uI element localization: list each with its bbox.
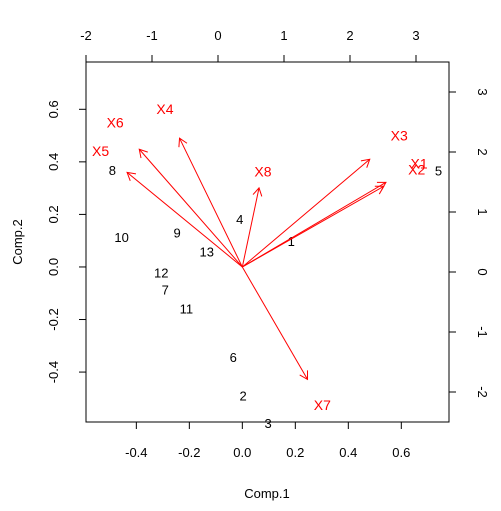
bottom-tick-label: 0.0 (233, 445, 251, 460)
observation-label: 8 (109, 163, 116, 178)
left-axis: -0.4 -0.2 0.0 0.2 0.4 0.6 (46, 100, 87, 383)
loading-arrowhead (360, 158, 371, 168)
observation-label: 5 (435, 164, 442, 179)
loading-arrow (242, 158, 371, 268)
loading-label: X7 (314, 397, 331, 413)
observation-label: 10 (114, 230, 128, 245)
loading-arrow (126, 171, 243, 268)
right-tick-label: 3 (475, 88, 490, 95)
observation-label: 2 (239, 389, 246, 404)
observation-label: 4 (236, 212, 243, 227)
observation-label: 3 (265, 416, 272, 431)
left-tick-label: -0.4 (46, 361, 61, 383)
bottom-axis: -0.4 -0.2 0.0 0.2 0.4 0.6 (125, 421, 410, 460)
right-tick-label: -2 (475, 386, 490, 398)
top-tick-label: 0 (214, 28, 221, 43)
right-tick-label: 2 (475, 148, 490, 155)
observation-label: 6 (230, 350, 237, 365)
left-tick-label: 0.4 (46, 153, 61, 171)
loading-arrow (242, 185, 385, 268)
y-axis-title: Comp.2 (10, 219, 25, 265)
loading-arrowhead (252, 186, 263, 197)
bottom-tick-label: -0.4 (125, 445, 147, 460)
top-tick-label: 3 (412, 28, 419, 43)
right-tick-label: -1 (475, 326, 490, 338)
loading-label: X2 (408, 161, 425, 177)
loading-label: X1 (410, 156, 427, 172)
loading-arrowhead (138, 148, 148, 159)
loading-label: X4 (156, 101, 173, 117)
right-tick-label: 1 (475, 208, 490, 215)
left-tick-label: 0.0 (46, 258, 61, 276)
plot-frame (85, 61, 450, 423)
left-tick-label: -0.2 (46, 308, 61, 330)
top-tick-label: 2 (346, 28, 353, 43)
bottom-tick-label: 0.2 (286, 445, 304, 460)
loading-label: X3 (391, 128, 408, 144)
observation-label: 9 (173, 225, 180, 240)
loading-label: X6 (107, 115, 124, 131)
loading-arrowhead (374, 185, 385, 195)
loading-arrowhead (126, 171, 137, 181)
loading-arrow (138, 148, 243, 268)
observation-label: 11 (180, 302, 194, 317)
left-tick-label: 0.6 (46, 100, 61, 118)
right-tick-label: 0 (475, 268, 490, 275)
bottom-tick-label: 0.6 (392, 445, 410, 460)
loading-arrow (241, 266, 308, 380)
bottom-tick-label: -0.2 (178, 445, 200, 460)
top-axis: -2 -1 0 1 2 3 (80, 28, 420, 63)
loading-label: X5 (92, 143, 109, 159)
observation-label: 12 (154, 266, 168, 281)
loading-arrowhead (178, 137, 188, 148)
loading-arrow (241, 187, 260, 268)
top-tick-label: 1 (280, 28, 287, 43)
observation-label: 7 (162, 282, 169, 297)
x-axis-title: Comp.1 (244, 486, 290, 501)
loading-label: X8 (254, 164, 271, 180)
left-tick-label: 0.2 (46, 205, 61, 223)
loading-arrow (179, 137, 243, 268)
bottom-tick-label: 0.4 (339, 445, 357, 460)
loading-arrowhead (299, 370, 309, 381)
observation-label: 1 (288, 234, 295, 249)
top-tick-label: -1 (146, 28, 158, 43)
observation-label: 13 (200, 245, 214, 260)
top-tick-label: -2 (80, 28, 92, 43)
right-axis: -2 -1 0 1 2 3 (448, 88, 490, 398)
